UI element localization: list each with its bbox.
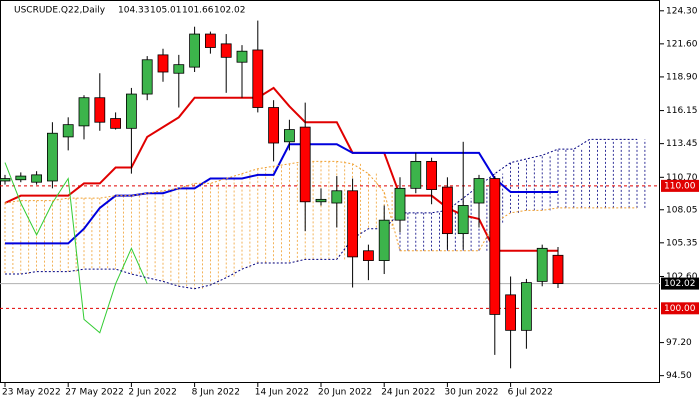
candle-body [410,160,422,189]
x-tick-label: 27 May 2022 [65,388,124,398]
candle-body [394,187,406,221]
candle-body [47,132,58,182]
x-tick-label: 8 Jun 2022 [192,388,240,398]
candle-body [141,59,153,95]
candle-body [457,205,469,235]
plot-frame [0,0,660,383]
candle-body [62,124,74,138]
y-tick-label: 116.15 [666,106,698,116]
x-tick-label: 6 Jul 2022 [508,388,553,398]
candle-body [126,93,137,129]
level-label: 110.00 [664,181,696,191]
y-tick-label: 105.35 [666,238,698,248]
candle-body [378,219,390,261]
level-label: 100.00 [664,304,696,314]
x-tick-label: 23 May 2022 [2,388,61,398]
candle-body [236,50,248,63]
level-box [661,277,699,290]
candle-body [426,160,438,190]
candle-body [15,175,27,181]
candle-body [473,178,485,204]
y-tick-label: 118.90 [666,72,698,82]
candle-body [189,33,201,68]
header-close: 102.02 [214,6,246,16]
level-label: 102.02 [664,279,696,289]
candle-body [521,282,532,331]
candle-body [204,33,216,48]
indicator-line [5,138,637,290]
candle-body [110,118,121,129]
y-tick-label: 102.60 [666,272,698,282]
candle-body [78,97,90,127]
candle-body [315,198,327,203]
y-tick-label: 124.30 [666,6,698,16]
y-tick-label: 113.45 [666,139,698,149]
header-low: 101.66 [182,6,214,16]
level-box [661,179,699,192]
candle-body [173,64,185,74]
x-tick-label: 2 Jun 2022 [128,388,176,398]
level-box [661,302,699,315]
candle-body [552,254,564,284]
indicator-line [5,143,558,245]
candle-body [268,107,280,144]
candle-body [347,190,359,258]
x-tick-label: 24 Jun 2022 [381,388,435,398]
y-tick-label: 94.50 [666,371,692,381]
candle-body [0,178,11,182]
candle-body [441,186,453,235]
y-tick-label: 108.05 [666,205,698,215]
candle-body [489,178,501,315]
y-tick-label: 110.70 [666,173,698,183]
x-tick-label: 30 Jun 2022 [444,388,498,398]
header-high: 105.01 [150,6,182,16]
y-tick-label: 97.20 [666,338,692,348]
candle-body [362,250,374,261]
candle-body [505,294,517,331]
candle-body [299,126,311,203]
candle-body [536,247,548,282]
indicator-line [4,162,148,334]
candle-body [252,49,264,108]
indicator-line [4,160,637,252]
x-tick-label: 14 Jun 2022 [255,388,309,398]
candle-body [220,43,232,58]
candle-body [157,54,169,73]
header-open: 104.33 [118,6,150,16]
candle-body [94,97,106,123]
y-tick-label: 121.60 [666,39,698,49]
x-tick-label: 20 Jun 2022 [318,388,372,398]
candle-body [331,190,343,204]
candle-body [31,174,43,183]
chart-title: USCRUDE.Q22,Daily [14,6,106,16]
candle-body [283,129,295,143]
